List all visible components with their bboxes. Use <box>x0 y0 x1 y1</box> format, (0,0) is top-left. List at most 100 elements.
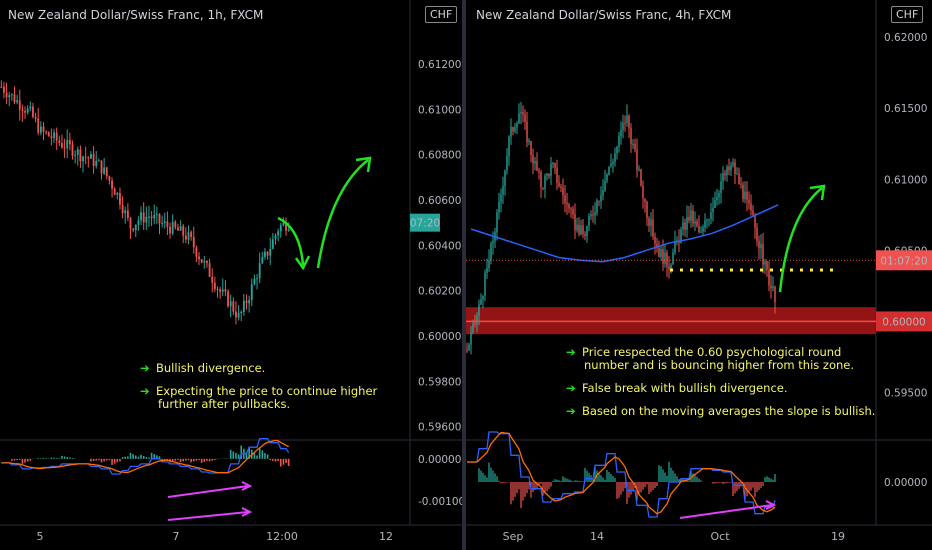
candle-body <box>71 144 74 156</box>
right-chart-panel[interactable]: 0.620000.615000.610000.605000.600000.595… <box>466 0 932 550</box>
left-annotations: ➔ Bullish divergence. ➔ Expecting the pric… <box>140 362 400 421</box>
candle-body <box>636 149 638 170</box>
candle-body <box>161 222 164 224</box>
price-tick-label: 0.61200 <box>418 59 461 71</box>
candle-body <box>0 86 3 88</box>
candle-body <box>498 202 500 213</box>
candle-body <box>126 210 129 219</box>
candle-body <box>58 140 61 144</box>
candle-body <box>578 224 580 235</box>
candle-body <box>179 226 182 231</box>
annotation-item: ➔ Price respected the 0.60 psychological … <box>566 346 876 372</box>
left-chart-panel[interactable]: 0.61200 0.61000 0.60800 0.60600 0.60400 0.602… <box>0 0 462 550</box>
candle-body <box>466 349 468 351</box>
candle-body <box>614 153 616 162</box>
candle-body <box>686 216 688 230</box>
right-currency-badge[interactable]: CHF <box>891 6 924 23</box>
candle-body <box>119 192 121 205</box>
candle-body <box>153 214 156 219</box>
candle-body <box>266 251 269 256</box>
candle-body <box>277 231 280 236</box>
indicator-tick-label: 0.00000 <box>418 454 461 466</box>
candle-body <box>548 173 550 177</box>
candle-body <box>76 149 79 155</box>
candle-body <box>472 322 474 333</box>
time-tick-label: 19 <box>831 530 845 543</box>
right-chart-svg[interactable]: 0.620000.615000.610000.605000.600000.595… <box>466 0 932 550</box>
candle-body <box>632 143 634 145</box>
candle-body <box>616 146 618 154</box>
signal-line <box>1 439 289 474</box>
candle-body <box>714 200 716 208</box>
candle-body <box>734 162 736 174</box>
candle-body <box>21 109 24 112</box>
candle-body <box>538 170 540 173</box>
candle-body <box>696 221 698 227</box>
candle-body <box>140 212 142 221</box>
candle-body <box>648 218 650 226</box>
candle-body <box>750 203 752 211</box>
candle-body <box>105 167 108 177</box>
candle-body <box>224 289 227 292</box>
candle-body <box>100 160 103 174</box>
divergence-arrow-head <box>765 500 777 510</box>
candle-body <box>26 108 29 113</box>
candle-body <box>674 241 676 253</box>
price-tick-label: 0.60000 <box>418 331 461 343</box>
level-price-badge <box>876 311 932 332</box>
time-tick-label: 12 <box>379 530 393 543</box>
candle-body <box>82 156 84 162</box>
candle-body <box>684 222 686 230</box>
candle-body <box>211 276 214 283</box>
candle-body <box>84 156 87 158</box>
annotation-text: False break with bullish divergence. <box>582 381 788 395</box>
price-tick-label: 0.59800 <box>418 376 461 388</box>
candle-body <box>512 127 514 132</box>
candle-body <box>760 244 762 249</box>
candle-body <box>245 300 248 304</box>
candle-body <box>606 174 608 181</box>
price-tick-label: 0.61500 <box>884 103 927 115</box>
left-chart-svg[interactable]: 0.61200 0.61000 0.60800 0.60600 0.60400 0.602… <box>0 0 462 550</box>
candle-body <box>47 132 50 137</box>
candle-body <box>722 173 724 182</box>
candle-body <box>702 227 704 232</box>
candle-body <box>79 149 82 162</box>
left-currency-badge[interactable]: CHF <box>425 6 458 23</box>
candle-body <box>242 300 245 312</box>
green-arrow-icon: ➔ <box>140 361 150 375</box>
green-arrow-icon: ➔ <box>566 345 576 359</box>
panel-divider[interactable] <box>462 0 466 550</box>
candle-body <box>177 227 179 231</box>
candle-body <box>576 224 578 231</box>
candle-body <box>724 173 726 176</box>
candle-body <box>642 185 644 199</box>
candle-body <box>484 272 486 296</box>
candle-body <box>63 147 66 149</box>
candle-body <box>496 212 498 233</box>
candle-body <box>269 248 272 256</box>
candle-body <box>598 200 600 202</box>
candle-body <box>624 122 626 124</box>
candle-body <box>580 225 582 235</box>
candle-body <box>682 222 684 230</box>
candle-body <box>253 278 256 285</box>
divergence-line <box>167 511 249 521</box>
candle-body <box>476 315 478 325</box>
candle-body <box>516 123 518 128</box>
candle-body <box>744 191 746 200</box>
candle-body <box>588 216 590 226</box>
candle-body <box>746 191 748 200</box>
candle-body <box>572 209 574 215</box>
candle-body <box>90 154 92 159</box>
candle-body <box>564 195 566 203</box>
candle-body <box>730 165 732 171</box>
candle-body <box>592 214 594 216</box>
candle-body <box>752 210 754 216</box>
candle-body <box>536 161 538 171</box>
bullish-arrow-head <box>355 156 372 173</box>
candle-body <box>470 332 472 345</box>
candle-body <box>726 166 728 176</box>
candle-body <box>520 112 522 114</box>
candle-body <box>258 263 261 279</box>
